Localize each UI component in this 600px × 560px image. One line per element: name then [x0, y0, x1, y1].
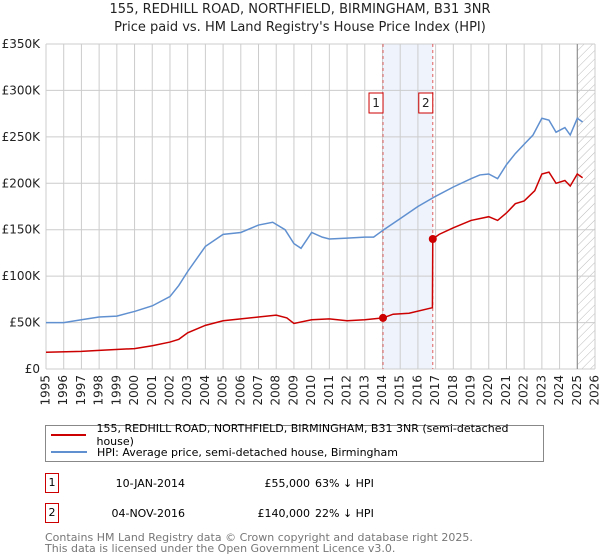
price-paid-line — [45, 171, 584, 354]
footer-copyright: Contains HM Land Registry data © Crown c… — [45, 531, 473, 544]
x-tick-label: 2004 — [198, 375, 212, 406]
legend-item-property: 155, REDHILL ROAD, NORTHFIELD, BIRMINGHA… — [51, 422, 543, 448]
x-tick-label: 1996 — [56, 375, 70, 406]
x-tick-label: 2022 — [517, 375, 531, 406]
x-tick-label: 2001 — [145, 375, 159, 406]
transaction-row: 1 10-JAN-2014 £55,000 63% ↓ HPI — [45, 473, 374, 493]
y-tick-label: £350K — [2, 37, 42, 51]
y-tick-label: £0 — [25, 362, 40, 376]
y-tick-label: £50K — [9, 316, 41, 330]
x-tick-label: 2024 — [552, 375, 566, 406]
x-tick-label: 2012 — [340, 375, 354, 406]
x-tick-label: 2007 — [251, 375, 265, 406]
annotation-label: 2 — [422, 96, 430, 110]
footer-licence: This data is licensed under the Open Gov… — [45, 542, 396, 555]
x-tick-label: 1999 — [109, 375, 123, 406]
y-tick-label: £200K — [2, 176, 42, 190]
x-tick-label: 2002 — [162, 375, 176, 406]
transaction-price: £55,000 — [264, 476, 311, 490]
transaction-hpi-diff: 63% ↓ HPI — [315, 476, 374, 490]
legend-label-property: 155, REDHILL ROAD, NORTHFIELD, BIRMINGHA… — [96, 422, 509, 448]
transaction-date: 10-JAN-2014 — [115, 476, 185, 490]
x-tick-label: 2016 — [410, 375, 424, 406]
annotation-label: 1 — [372, 96, 380, 110]
transaction-badge: 2 — [45, 503, 59, 523]
transaction-row: 2 04-NOV-2016 £140,000 22% ↓ HPI — [45, 503, 374, 523]
legend-label-hpi: HPI: Average price, semi-detached house,… — [97, 445, 398, 459]
x-tick-label: 2026 — [588, 375, 600, 406]
x-tick-label: 2025 — [570, 375, 584, 406]
x-tick-label: 2023 — [534, 375, 548, 406]
x-tick-label: 2003 — [180, 375, 194, 406]
legend-swatch-red — [51, 434, 87, 436]
x-tick-label: 2013 — [357, 375, 371, 406]
x-tick-label: 2018 — [446, 375, 460, 406]
x-tick-label: 2021 — [499, 375, 513, 406]
y-tick-label: £100K — [2, 269, 42, 283]
hpi-line — [46, 117, 584, 324]
x-tick-label: 2017 — [428, 375, 442, 406]
x-tick-label: 2005 — [216, 375, 230, 406]
y-tick-label: £250K — [2, 130, 42, 144]
x-tick-label: 2008 — [269, 375, 283, 406]
x-tick-label: 2000 — [127, 375, 141, 406]
chart-title: 155, REDHILL ROAD, NORTHFIELD, BIRMINGHA… — [109, 2, 491, 17]
legend-item-hpi: HPI: Average price, semi-detached house,… — [51, 444, 398, 460]
x-tick-label: 1995 — [39, 375, 53, 406]
transaction-price: £140,000 — [257, 506, 311, 520]
annotation-box — [368, 92, 384, 114]
x-tick-label: 1998 — [92, 375, 106, 406]
x-tick-label: 2019 — [464, 375, 478, 406]
transaction-point — [379, 313, 388, 322]
y-tick-label: £300K — [2, 83, 42, 97]
x-tick-label: 2014 — [375, 375, 389, 406]
x-tick-label: 2006 — [233, 375, 247, 406]
price-chart: 1995 1996 1997 1998 1999 2000 2001 2002 2003 2004… — [2, 37, 600, 406]
legend: 155, REDHILL ROAD, NORTHFIELD, BIRMINGHA… — [45, 422, 544, 462]
transaction-hpi-diff: 22% ↓ HPI — [315, 506, 374, 520]
x-tick-label: 2011 — [322, 375, 336, 406]
y-tick-label: £150K — [2, 223, 42, 237]
x-tick-label: 2015 — [393, 375, 407, 406]
x-tick-label: 2020 — [481, 375, 495, 406]
x-tick-label: 2010 — [304, 375, 318, 406]
annotation-box — [418, 92, 434, 114]
x-tick-label: 1997 — [74, 375, 88, 406]
x-tick-label: 2009 — [286, 375, 300, 406]
chart-subtitle: Price paid vs. HM Land Registry's House … — [114, 20, 486, 35]
transaction-date: 04-NOV-2016 — [111, 506, 185, 520]
transaction-badge: 1 — [45, 473, 59, 493]
future-hatch — [577, 44, 595, 369]
legend-swatch-blue — [51, 451, 87, 453]
transaction-point — [428, 235, 437, 243]
